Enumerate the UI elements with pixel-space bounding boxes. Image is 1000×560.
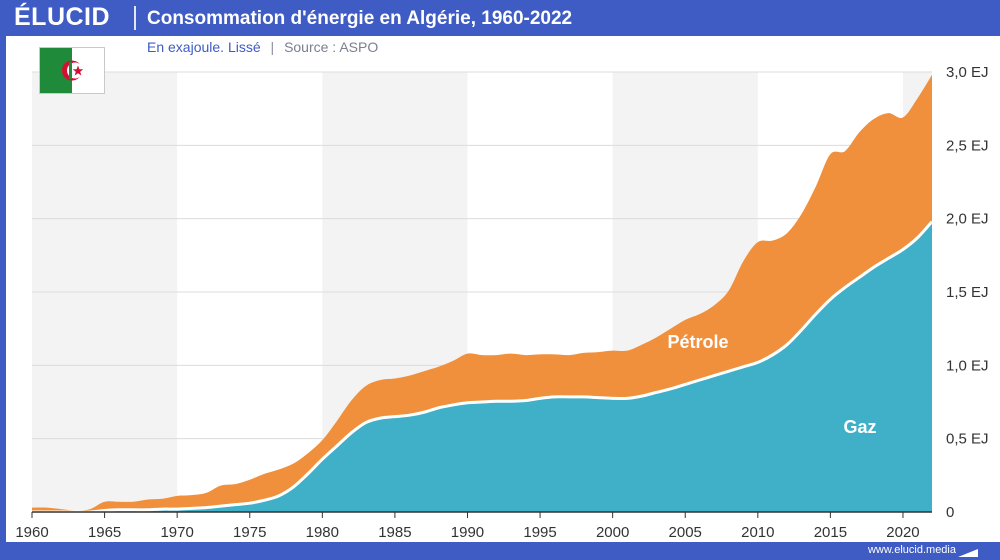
brand-logo[interactable]: ÉLUCID xyxy=(14,3,111,31)
x-tick-label: 1975 xyxy=(233,524,266,541)
x-tick-label: 2000 xyxy=(596,524,629,541)
algeria-flag-icon xyxy=(39,47,105,94)
x-tick-label: 1970 xyxy=(160,524,193,541)
series-label-gaz: Gaz xyxy=(843,417,876,437)
y-tick-label: 1,0 EJ xyxy=(946,357,989,374)
x-tick-label: 1980 xyxy=(306,524,339,541)
footer-url-link[interactable]: www.elucid.media xyxy=(867,544,956,556)
x-tick-label: 1995 xyxy=(523,524,556,541)
unit-text: En exajoule. Lissé xyxy=(147,39,261,55)
x-tick-label: 1985 xyxy=(378,524,411,541)
series-boundary-line xyxy=(31,220,934,514)
y-tick-label: 2,0 EJ xyxy=(946,211,989,228)
x-tick-label: 2015 xyxy=(814,524,847,541)
series-label-petrole: Pétrole xyxy=(667,332,728,352)
y-tick-label: 2,5 EJ xyxy=(946,137,989,154)
y-tick-label: 0,5 EJ xyxy=(946,431,989,448)
x-tick-label: 1960 xyxy=(15,524,48,541)
y-tick-label: 0 xyxy=(946,504,954,521)
y-tick-label: 3,0 EJ xyxy=(946,64,989,81)
x-tick-label: 2010 xyxy=(741,524,774,541)
elucid-mark-icon xyxy=(958,549,978,557)
header-divider xyxy=(134,6,136,30)
chart-subtitle: En exajoule. Lissé | Source : ASPO xyxy=(147,39,378,55)
header-bar: ÉLUCID Consommation d'énergie en Algérie… xyxy=(0,0,1000,36)
footer-bar: www.elucid.media xyxy=(0,542,1000,560)
subtitle-separator: | xyxy=(270,39,275,55)
crescent-star-icon xyxy=(62,60,84,81)
x-tick-label: 2020 xyxy=(886,524,919,541)
x-tick-label: 2005 xyxy=(669,524,702,541)
source-text: Source : ASPO xyxy=(284,39,379,55)
page-title: Consommation d'énergie en Algérie, 1960-… xyxy=(147,8,573,29)
x-tick-label: 1990 xyxy=(451,524,484,541)
y-tick-label: 1,5 EJ xyxy=(946,284,989,301)
x-tick-label: 1965 xyxy=(88,524,121,541)
series-area-gaz xyxy=(32,221,932,513)
